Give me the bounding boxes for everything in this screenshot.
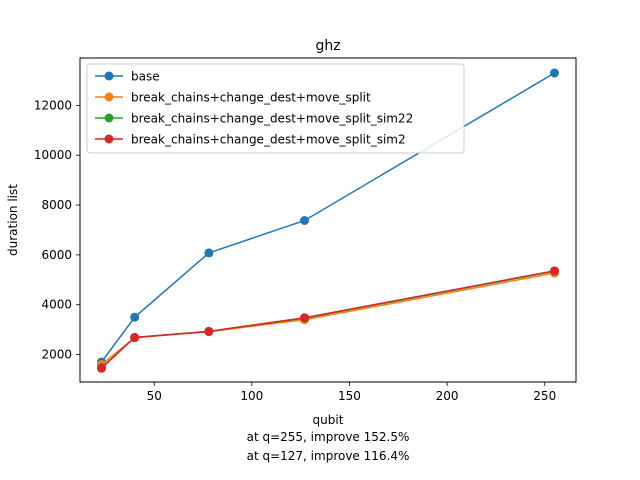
legend-label: base xyxy=(131,70,160,84)
data-point xyxy=(130,312,140,322)
x-tick-label: 100 xyxy=(240,389,263,403)
plot-area xyxy=(96,68,560,373)
legend-swatch-marker xyxy=(104,71,114,81)
data-point xyxy=(300,313,310,323)
x-tick-label: 50 xyxy=(147,389,162,403)
x-tick-label: 150 xyxy=(338,389,361,403)
legend-label: break_chains+change_dest+move_split_sim2 xyxy=(131,133,406,147)
plot-frame xyxy=(79,57,577,383)
note-line-1: at q=255, improve 152.5% xyxy=(247,430,410,444)
y-tick-label: 4000 xyxy=(41,298,72,312)
x-tick-label: 200 xyxy=(436,389,459,403)
legend-label: break_chains+change_dest+move_split_sim2… xyxy=(131,112,413,126)
data-point xyxy=(96,363,106,373)
data-point xyxy=(204,326,214,336)
legend-swatch-marker xyxy=(104,92,114,102)
y-tick-label: 6000 xyxy=(41,248,72,262)
data-point xyxy=(204,248,214,258)
legend-box xyxy=(86,63,465,154)
y-axis-label: duration list xyxy=(6,184,20,256)
note-line-2: at q=127, improve 116.4% xyxy=(247,449,410,463)
data-point xyxy=(300,215,310,225)
axes: 50 100 150 200 250 2000 4000 6000 8000 10000 12000 xyxy=(34,98,556,403)
legend-swatch-marker xyxy=(104,113,114,123)
legend-label: break_chains+change_dest+move_split xyxy=(131,91,371,105)
y-tick-label: 2000 xyxy=(41,348,72,362)
data-point xyxy=(550,68,560,78)
y-tick-label: 12000 xyxy=(34,98,72,112)
legend-swatch-marker xyxy=(104,134,114,144)
x-tick-label: 250 xyxy=(533,389,556,403)
legend: base break_chains+change_dest+move_splitb… xyxy=(86,63,465,154)
x-axis-label: qubit xyxy=(313,413,344,427)
y-tick-label: 8000 xyxy=(41,198,72,212)
chart-title: ghz xyxy=(315,38,340,54)
data-point xyxy=(130,332,140,342)
y-tick-label: 10000 xyxy=(34,148,72,162)
data-point xyxy=(550,266,560,276)
